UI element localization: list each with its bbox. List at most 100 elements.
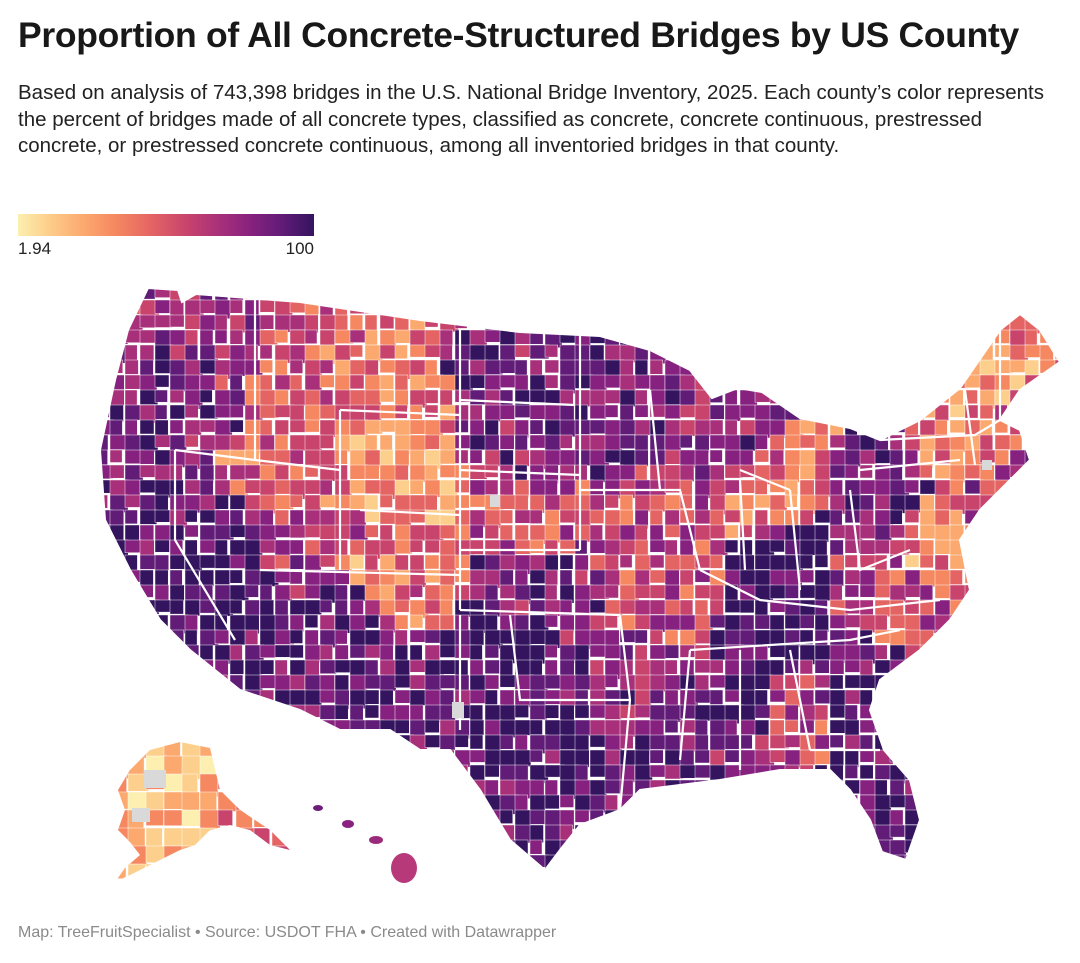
county-cell <box>799 614 815 629</box>
county-cell <box>649 509 663 526</box>
county-cell <box>439 288 455 303</box>
county-cell <box>1054 689 1060 710</box>
county-cell <box>814 869 834 870</box>
county-cell <box>289 464 304 481</box>
county-cell <box>229 419 244 433</box>
county-cell <box>1039 449 1057 466</box>
county-cell <box>1024 479 1039 497</box>
county-cell <box>379 764 398 779</box>
county-cell <box>979 764 998 781</box>
county-cell <box>109 554 124 574</box>
county-cell <box>844 288 858 298</box>
county-cell <box>499 809 514 824</box>
county-cell <box>349 869 368 870</box>
county-cell <box>304 494 322 511</box>
county-cell <box>739 719 757 735</box>
county-cell <box>124 674 141 688</box>
county-cell <box>100 329 115 345</box>
county-cell <box>409 299 423 314</box>
county-cell <box>694 809 709 827</box>
county-cell <box>484 674 500 690</box>
county-cell <box>1024 779 1045 799</box>
county-cell <box>604 629 620 647</box>
county-cell <box>109 749 123 769</box>
legend-max-label: 100 <box>285 239 314 258</box>
county-cell <box>274 434 289 451</box>
county-cell <box>754 434 768 450</box>
county-cell <box>709 824 730 842</box>
county-cell <box>127 742 147 759</box>
county-cell <box>739 344 755 365</box>
county-cell <box>484 374 501 391</box>
county-cell <box>259 809 278 823</box>
county-cell <box>589 644 608 658</box>
county-cell <box>304 749 322 770</box>
county-cell <box>379 419 397 433</box>
county-cell <box>259 344 273 360</box>
county-cell <box>544 854 560 870</box>
county-cell <box>769 614 785 631</box>
county-cell <box>379 494 393 508</box>
county-cell <box>874 689 891 704</box>
county-cell <box>619 374 637 392</box>
county-cell <box>604 614 618 629</box>
county-cell <box>379 689 394 707</box>
county-cell <box>439 794 457 811</box>
state-border-line <box>459 468 581 477</box>
county-cell <box>979 734 998 754</box>
county-cell <box>799 824 818 840</box>
county-cell <box>163 863 184 882</box>
county-cell <box>115 809 131 831</box>
county-cell <box>169 479 184 496</box>
county-cell <box>139 494 156 511</box>
county-cell <box>154 539 170 553</box>
county-cell <box>409 749 424 765</box>
county-cell <box>364 584 382 602</box>
county-cell <box>709 659 724 674</box>
county-cell <box>769 464 788 481</box>
county-cell <box>229 869 244 870</box>
county-cell <box>169 404 186 420</box>
county-cell <box>994 539 1012 557</box>
county-cell <box>604 704 622 720</box>
county-cell <box>214 344 231 359</box>
county-cell <box>163 773 185 792</box>
county-cell <box>1039 314 1058 335</box>
county-cell <box>304 419 320 433</box>
county-cell <box>1054 419 1060 437</box>
county-cell <box>229 719 250 734</box>
county-cell <box>100 629 115 650</box>
county-cell <box>319 869 340 870</box>
county-cell <box>619 599 637 615</box>
county-cell <box>934 314 955 332</box>
county-cell <box>544 539 558 558</box>
county-cell <box>454 869 469 870</box>
county-cell <box>1054 299 1060 317</box>
county-cell <box>649 719 665 736</box>
county-cell <box>469 299 489 318</box>
county-cell <box>199 524 217 541</box>
county-cell <box>109 689 126 704</box>
county-cell <box>334 854 350 870</box>
county-cell <box>799 659 813 675</box>
county-cell <box>1039 404 1056 422</box>
county-cell <box>334 674 349 692</box>
county-cell <box>259 314 274 330</box>
county-cell <box>799 449 817 466</box>
county-cell <box>589 288 606 299</box>
county-cell <box>799 419 817 435</box>
county-cell <box>184 524 199 538</box>
county-cell <box>739 299 753 316</box>
county-cell <box>304 764 321 781</box>
county-cell <box>169 554 185 570</box>
county-cell <box>694 288 711 298</box>
county-cell <box>664 299 682 317</box>
county-cell <box>229 329 244 345</box>
county-cell <box>199 539 217 554</box>
county-cell <box>379 524 393 543</box>
no-data-county <box>490 495 500 507</box>
county-cell <box>100 374 113 391</box>
county-cell <box>304 869 321 870</box>
county-cell <box>484 764 500 778</box>
county-cell <box>199 839 219 855</box>
